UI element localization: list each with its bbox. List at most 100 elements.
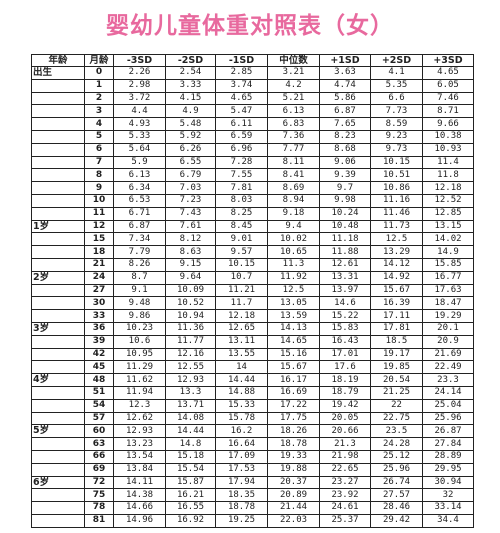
- median-cell: 21.44: [267, 501, 320, 515]
- minus2sd-cell: 10.52: [165, 296, 216, 311]
- plus3sd-cell: 24.14: [422, 385, 474, 400]
- plus3sd-cell: 8.71: [422, 104, 474, 119]
- plus3sd-cell: 23.3: [422, 373, 474, 387]
- header-plus3sd: +3SD: [422, 54, 474, 67]
- month-cell: 4: [84, 117, 114, 131]
- age-cell: 2岁: [31, 270, 85, 285]
- plus3sd-cell: 12.52: [422, 193, 474, 208]
- month-cell: 33: [84, 309, 114, 323]
- table-row: 4岁 48 11.62 12.93 14.44 16.17 18.19 20.54 23.3: [31, 373, 474, 387]
- median-cell: 4.2: [267, 78, 320, 93]
- month-cell: 1: [84, 78, 114, 93]
- minus2sd-cell: 6.79: [165, 168, 216, 183]
- minus3sd-cell: 9.86: [113, 309, 166, 323]
- minus2sd-cell: 12.93: [165, 373, 216, 387]
- minus3sd-cell: 12.93: [113, 424, 166, 439]
- age-cell: [31, 245, 85, 259]
- age-cell: [31, 347, 85, 362]
- age-cell: [31, 257, 85, 272]
- minus3sd-cell: 9.1: [113, 283, 166, 298]
- plus3sd-cell: 7.46: [422, 91, 474, 106]
- plus1sd-cell: 5.86: [319, 91, 371, 106]
- minus2sd-cell: 7.61: [165, 219, 216, 234]
- month-cell: 6: [84, 142, 114, 157]
- minus2sd-cell: 7.03: [165, 181, 216, 195]
- minus2sd-cell: 7.23: [165, 193, 216, 208]
- plus3sd-cell: 11.8: [422, 168, 474, 183]
- minus2sd-cell: 15.18: [165, 449, 216, 464]
- minus1sd-cell: 14: [215, 360, 268, 375]
- median-cell: 19.33: [267, 449, 320, 464]
- plus2sd-cell: 10.86: [370, 181, 423, 195]
- table-row: 5岁 60 12.93 14.44 16.2 18.26 20.66 23.5 26.87: [31, 424, 474, 439]
- header-minus2sd: -2SD: [165, 54, 216, 67]
- plus2sd-cell: 15.67: [370, 283, 423, 298]
- plus1sd-cell: 20.66: [319, 424, 371, 439]
- plus1sd-cell: 15.22: [319, 309, 371, 323]
- minus1sd-cell: 8.45: [215, 219, 268, 234]
- plus1sd-cell: 9.7: [319, 181, 371, 195]
- table-row: 54 12.3 13.71 15.33 17.22 19.42 22 25.04: [31, 398, 474, 413]
- plus3sd-cell: 17.63: [422, 283, 474, 298]
- plus3sd-cell: 9.66: [422, 117, 474, 131]
- minus3sd-cell: 14.96: [113, 513, 166, 529]
- plus3sd-cell: 28.89: [422, 449, 474, 464]
- minus2sd-cell: 16.92: [165, 513, 216, 529]
- plus2sd-cell: 22.75: [370, 411, 423, 426]
- plus1sd-cell: 20.05: [319, 411, 371, 426]
- plus3sd-cell: 13.15: [422, 219, 474, 234]
- median-cell: 10.65: [267, 245, 320, 259]
- minus1sd-cell: 12.18: [215, 309, 268, 323]
- table-row: 5 5.33 5.92 6.59 7.36 8.23 9.23 10.38: [31, 129, 474, 144]
- table-row: 18 7.79 8.63 9.57 10.65 11.88 13.29 14.9: [31, 245, 474, 259]
- median-cell: 9.4: [267, 219, 320, 234]
- minus2sd-cell: 14.44: [165, 424, 216, 439]
- minus1sd-cell: 16.64: [215, 437, 268, 451]
- month-cell: 69: [84, 462, 114, 477]
- plus2sd-cell: 17.81: [370, 321, 423, 336]
- month-cell: 15: [84, 232, 114, 247]
- plus1sd-cell: 18.79: [319, 385, 371, 400]
- minus2sd-cell: 4.9: [165, 104, 216, 119]
- minus1sd-cell: 5.47: [215, 104, 268, 119]
- header-median: 中位数: [267, 54, 320, 67]
- month-cell: 2: [84, 91, 114, 106]
- plus1sd-cell: 4.74: [319, 78, 371, 93]
- median-cell: 7.77: [267, 142, 320, 157]
- plus1sd-cell: 12.61: [319, 257, 371, 272]
- minus2sd-cell: 12.55: [165, 360, 216, 375]
- plus1sd-cell: 21.3: [319, 437, 371, 451]
- minus3sd-cell: 10.95: [113, 347, 166, 362]
- header-month: 月龄: [84, 54, 114, 67]
- header-minus3sd: -3SD: [113, 54, 166, 67]
- minus1sd-cell: 18.35: [215, 488, 268, 503]
- month-cell: 60: [84, 424, 114, 439]
- minus3sd-cell: 7.34: [113, 232, 166, 247]
- plus1sd-cell: 15.83: [319, 321, 371, 336]
- table-row: 57 12.62 14.08 15.78 17.75 20.05 22.75 25.96: [31, 411, 474, 426]
- minus3sd-cell: 13.23: [113, 437, 166, 451]
- plus2sd-cell: 9.73: [370, 142, 423, 157]
- plus1sd-cell: 9.06: [319, 155, 371, 170]
- minus1sd-cell: 6.11: [215, 117, 268, 131]
- plus2sd-cell: 20.54: [370, 373, 423, 387]
- table-row: 81 14.96 16.92 19.25 22.03 25.37 29.42 34.4: [31, 513, 474, 529]
- minus1sd-cell: 8.25: [215, 206, 268, 221]
- month-cell: 7: [84, 155, 114, 170]
- minus1sd-cell: 9.01: [215, 232, 268, 247]
- minus2sd-cell: 7.43: [165, 206, 216, 221]
- minus1sd-cell: 19.25: [215, 513, 268, 529]
- minus3sd-cell: 13.84: [113, 462, 166, 477]
- plus2sd-cell: 28.46: [370, 501, 423, 515]
- minus2sd-cell: 9.64: [165, 270, 216, 285]
- minus3sd-cell: 6.71: [113, 206, 166, 221]
- table-row: 3岁 36 10.23 11.36 12.65 14.13 15.83 17.81 20.1: [31, 321, 474, 336]
- minus1sd-cell: 17.09: [215, 449, 268, 464]
- median-cell: 22.03: [267, 513, 320, 529]
- age-cell: [31, 437, 85, 451]
- age-cell: 5岁: [31, 424, 85, 439]
- plus2sd-cell: 9.23: [370, 129, 423, 144]
- table-row: 8 6.13 6.79 7.55 8.41 9.39 10.51 11.8: [31, 168, 474, 183]
- minus3sd-cell: 14.66: [113, 501, 166, 515]
- table-row: 15 7.34 8.12 9.01 10.02 11.18 12.5 14.02: [31, 232, 474, 247]
